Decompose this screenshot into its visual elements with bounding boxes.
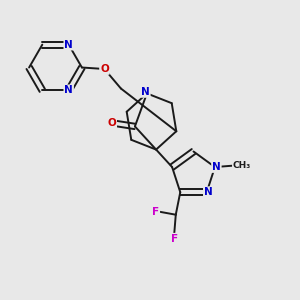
Text: N: N [212, 162, 221, 172]
Text: CH₃: CH₃ [233, 161, 251, 170]
Text: N: N [204, 187, 213, 197]
Text: F: F [171, 234, 178, 244]
Text: O: O [107, 118, 116, 128]
Text: O: O [100, 64, 109, 74]
Text: N: N [141, 87, 150, 97]
Text: N: N [64, 40, 73, 50]
Text: N: N [64, 85, 73, 95]
Text: F: F [152, 207, 159, 217]
